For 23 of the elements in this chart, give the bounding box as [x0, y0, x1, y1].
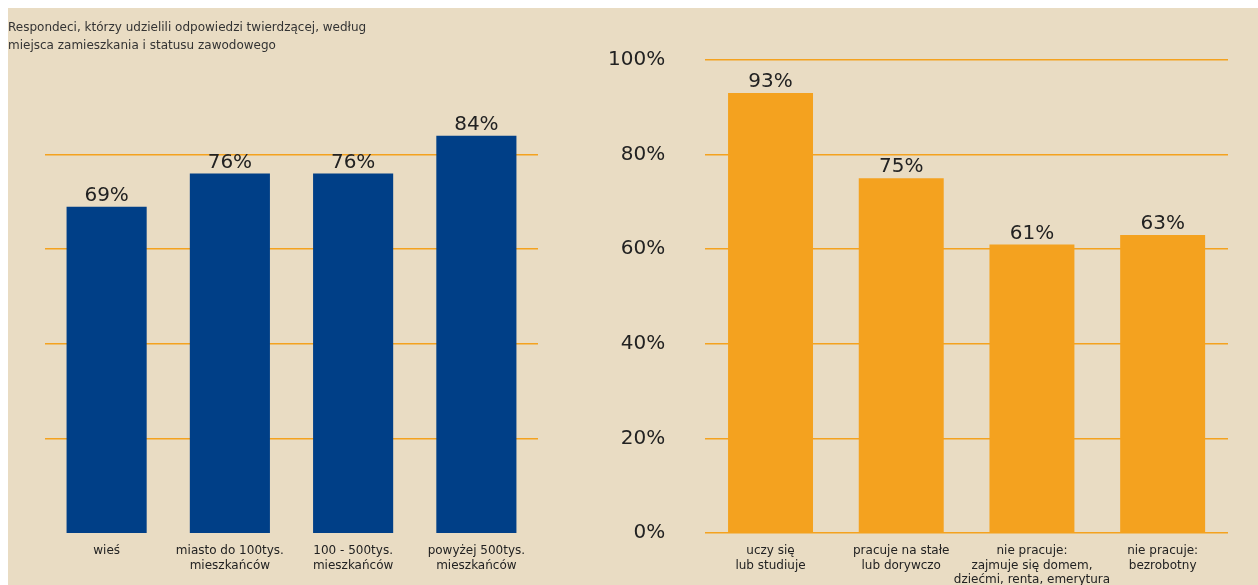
y-tick-label: 0%	[633, 519, 666, 544]
y-tick-label: 80%	[620, 140, 666, 165]
data-label: 61%	[1009, 219, 1055, 244]
x-tick-label: nie pracuje: zajmuje się domem, dziećmi, renta, emerytura	[953, 543, 1111, 585]
y-tick-label: 40%	[620, 330, 666, 354]
x-tick-label: miasto do 100tys. mieszkańców	[175, 543, 284, 572]
chart-title: Respondeci, którzy udzielili odpowiedzi twierdzącej, według miejsca zamieszkania i statusu zawodowego	[8, 19, 367, 54]
x-tick-label: uczy się lub studiuje	[735, 543, 806, 572]
data-label: 63%	[1140, 210, 1185, 235]
y-tick-label: 20%	[620, 424, 666, 449]
y-tick-label: 100%	[607, 46, 666, 71]
data-label: 76%	[207, 148, 253, 173]
data-label: 84%	[454, 110, 499, 135]
y-tick-label: 60%	[620, 235, 666, 260]
data-label: 93%	[748, 68, 793, 93]
data-label: 69%	[84, 181, 129, 206]
x-tick-label: nie pracuje: bezrobotny	[1127, 543, 1199, 572]
x-tick-label: wieś	[93, 543, 121, 558]
x-tick-label: 100 - 500tys. mieszkańców	[312, 543, 394, 572]
x-tick-label: powyżej 500tys. mieszkańców	[427, 543, 526, 572]
x-tick-label: pracuje na stałe lub dorywczo	[852, 543, 950, 572]
data-label: 75%	[879, 153, 924, 178]
data-label: 76%	[330, 148, 376, 173]
